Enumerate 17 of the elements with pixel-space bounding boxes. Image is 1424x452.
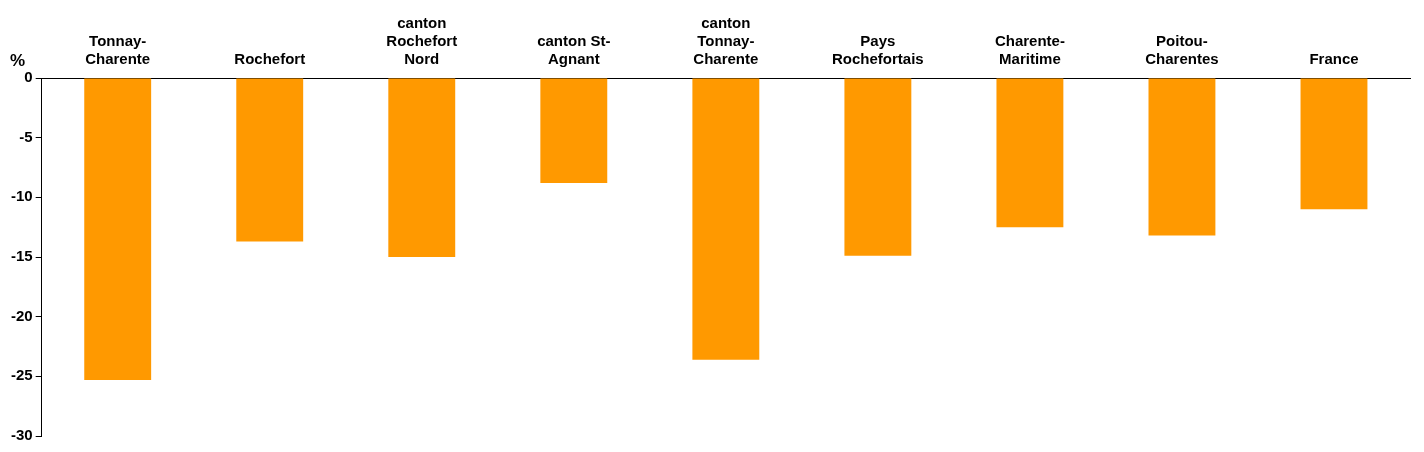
x-tick-label: Charente-Maritime <box>994 32 1065 68</box>
y-tick-label: -5 <box>19 127 33 145</box>
y-tick-label: -25 <box>10 366 33 384</box>
x-tick-label: Tonnay-Charente <box>85 32 151 68</box>
x-tick-label: Rochefort <box>234 50 306 68</box>
x-tick-label: canton Tonnay-Charente <box>693 14 759 68</box>
y-tick-label: -10 <box>10 187 33 205</box>
x-tick-label: canton St-Agnant <box>537 32 611 68</box>
x-tick-label: canton Rochefort Nord <box>386 14 458 68</box>
x-tick-label: Pays Rochefortais <box>832 32 924 68</box>
x-tick-label: France <box>1309 50 1359 68</box>
y-axis-title: % <box>10 51 26 71</box>
x-tick-label: Poitou-Charentes <box>1145 32 1219 68</box>
y-tick-label: -15 <box>10 247 33 265</box>
y-tick-label: -30 <box>10 426 33 444</box>
y-tick-label: -20 <box>10 306 33 324</box>
y-tick-label: 0 <box>24 68 33 86</box>
